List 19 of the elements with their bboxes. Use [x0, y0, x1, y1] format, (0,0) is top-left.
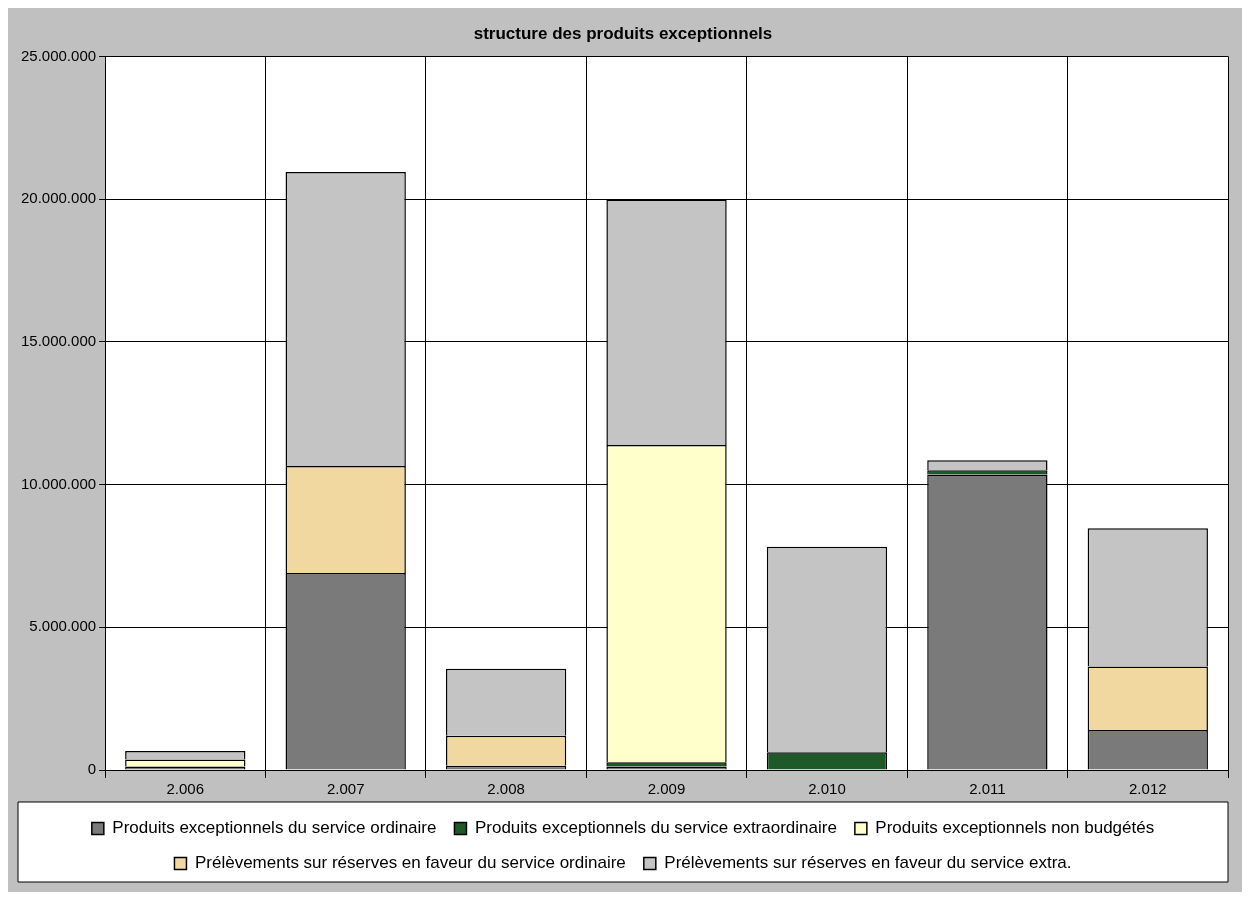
x-tick-label: 2.009 [647, 780, 686, 798]
x-tick-label: 2.012 [1129, 780, 1167, 798]
x-tick-label: 2.008 [487, 780, 525, 798]
x-tick-label: 2.007 [326, 780, 365, 798]
y-tick-label: 10.000.000 [21, 474, 97, 492]
chart-title: structure des produits exceptionnels [473, 23, 773, 43]
legend-label: Produits exceptionnels non budgétés [875, 818, 1155, 838]
y-tick-label: 15.000.000 [21, 331, 97, 349]
y-tick-label: 20.000.000 [21, 189, 97, 207]
legend-label: Produits exceptionnels du service ordinaire [112, 818, 437, 838]
legend-label: Prélèvements sur réserves en faveur du service ordinaire [194, 853, 626, 873]
x-tick-label: 2.011 [969, 780, 1006, 798]
legend-label: Produits exceptionnels du service extraordinaire [474, 818, 837, 838]
y-tick-label: 25.000.000 [21, 46, 97, 64]
legend-label: Prélèvements sur réserves en faveur du service extra. [664, 853, 1072, 873]
x-tick-label: 2.006 [166, 780, 205, 798]
y-tick-label: 0 [87, 760, 97, 778]
y-tick-label: 5.000.000 [29, 617, 97, 635]
x-tick-label: 2.010 [808, 780, 846, 798]
